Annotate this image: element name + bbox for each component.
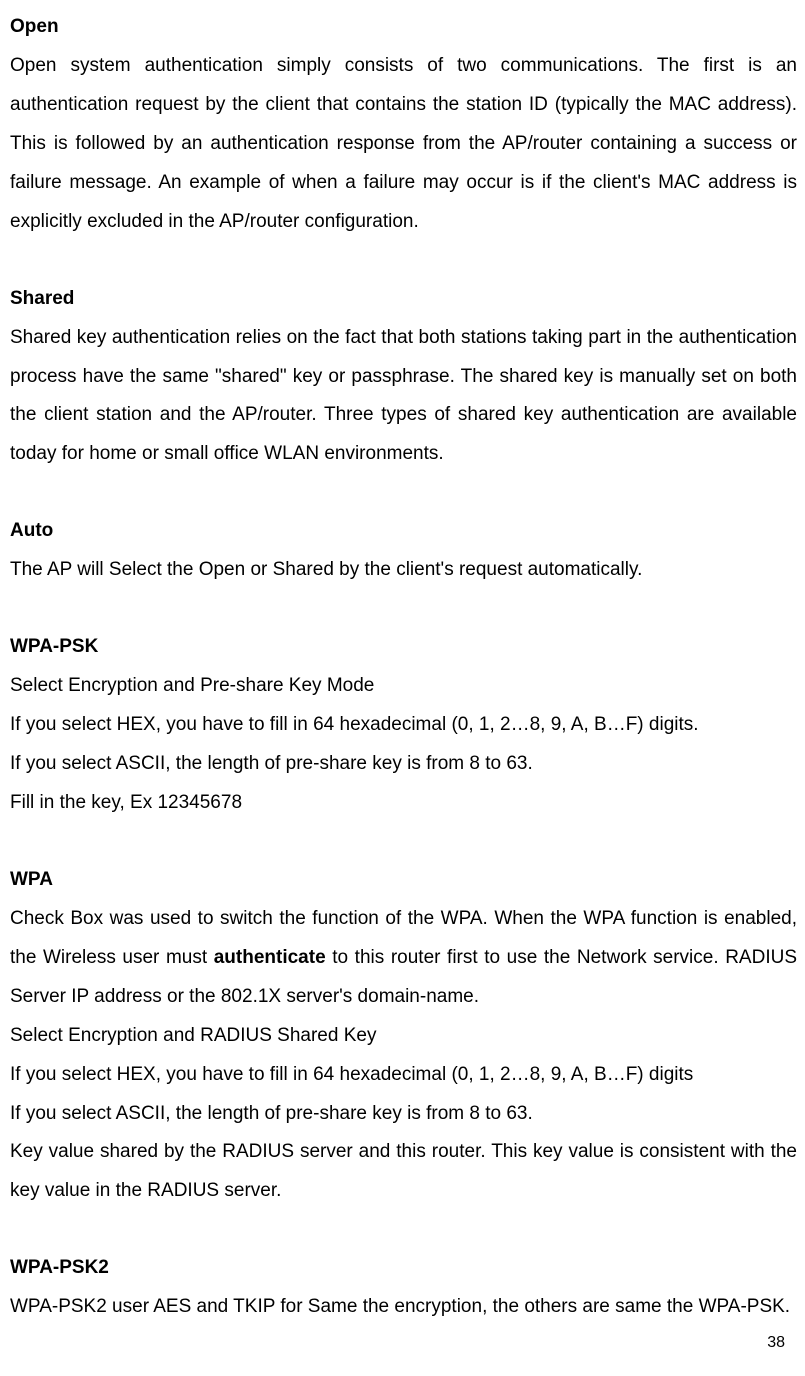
wpa-line2: Select Encryption and RADIUS Shared Key (10, 1017, 797, 1056)
body-wpa: Check Box was used to switch the functio… (10, 900, 797, 1212)
section-open: Open Open system authentication simply c… (10, 8, 797, 242)
wpa-body-main: Check Box was used to switch the functio… (10, 900, 797, 1017)
wpa-psk-line2: If you select HEX, you have to fill in 6… (10, 706, 797, 745)
body-open: Open system authentication simply consis… (10, 47, 797, 242)
wpa-psk-line4: Fill in the key, Ex 12345678 (10, 784, 797, 823)
wpa-body-bold: authenticate (214, 947, 326, 968)
wpa-line3: If you select HEX, you have to fill in 6… (10, 1056, 797, 1095)
section-wpa-psk2: WPA-PSK2 WPA-PSK2 user AES and TKIP for … (10, 1249, 797, 1327)
heading-wpa-psk: WPA-PSK (10, 628, 797, 667)
heading-open: Open (10, 8, 797, 47)
section-wpa-psk: WPA-PSK Select Encryption and Pre-share … (10, 628, 797, 823)
body-shared: Shared key authentication relies on the … (10, 319, 797, 475)
heading-shared: Shared (10, 280, 797, 319)
section-auto: Auto The AP will Select the Open or Shar… (10, 512, 797, 590)
heading-wpa: WPA (10, 861, 797, 900)
body-wpa-psk2: WPA-PSK2 user AES and TKIP for Same the … (10, 1288, 797, 1327)
body-auto: The AP will Select the Open or Shared by… (10, 551, 797, 590)
wpa-psk-line1: Select Encryption and Pre-share Key Mode (10, 667, 797, 706)
wpa-psk-line3: If you select ASCII, the length of pre-s… (10, 745, 797, 784)
heading-wpa-psk2: WPA-PSK2 (10, 1249, 797, 1288)
heading-auto: Auto (10, 512, 797, 551)
page-number: 38 (767, 1327, 785, 1360)
section-wpa: WPA Check Box was used to switch the fun… (10, 861, 797, 1211)
wpa-line4: If you select ASCII, the length of pre-s… (10, 1095, 797, 1134)
section-shared: Shared Shared key authentication relies … (10, 280, 797, 475)
wpa-line5: Key value shared by the RADIUS server an… (10, 1133, 797, 1211)
body-wpa-psk: Select Encryption and Pre-share Key Mode… (10, 667, 797, 823)
